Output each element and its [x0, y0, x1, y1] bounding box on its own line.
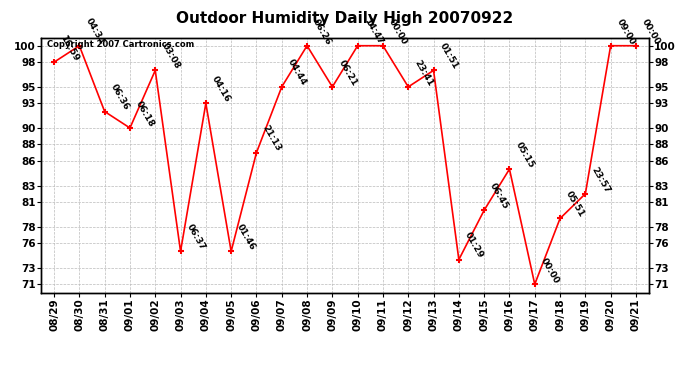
Text: 09:00: 09:00	[615, 17, 637, 46]
Text: 04:16: 04:16	[210, 75, 232, 104]
Text: 21:13: 21:13	[261, 124, 283, 153]
Text: 06:36: 06:36	[109, 83, 131, 112]
Text: 01:29: 01:29	[463, 231, 485, 260]
Text: 06:45: 06:45	[489, 182, 511, 211]
Text: 06:26: 06:26	[311, 17, 333, 46]
Text: 00:00: 00:00	[640, 18, 662, 46]
Text: 06:21: 06:21	[337, 58, 359, 87]
Text: 05:15: 05:15	[513, 141, 535, 170]
Text: 03:08: 03:08	[159, 42, 181, 71]
Text: 06:18: 06:18	[134, 99, 156, 129]
Text: 04:44: 04:44	[286, 58, 308, 87]
Text: 00:00: 00:00	[387, 18, 409, 46]
Text: 06:37: 06:37	[185, 223, 207, 252]
Text: 23:57: 23:57	[589, 165, 612, 194]
Text: 00:00: 00:00	[539, 256, 561, 285]
Text: 16:59: 16:59	[58, 33, 81, 63]
Text: 14:47: 14:47	[362, 17, 384, 46]
Text: 01:51: 01:51	[437, 42, 460, 71]
Text: 05:51: 05:51	[564, 190, 586, 219]
Text: 23:41: 23:41	[413, 58, 435, 87]
Text: Copyright 2007 Cartronics.com: Copyright 2007 Cartronics.com	[48, 40, 195, 49]
Text: Outdoor Humidity Daily High 20070922: Outdoor Humidity Daily High 20070922	[177, 11, 513, 26]
Text: 01:46: 01:46	[235, 223, 257, 252]
Text: 04:34: 04:34	[83, 17, 106, 46]
